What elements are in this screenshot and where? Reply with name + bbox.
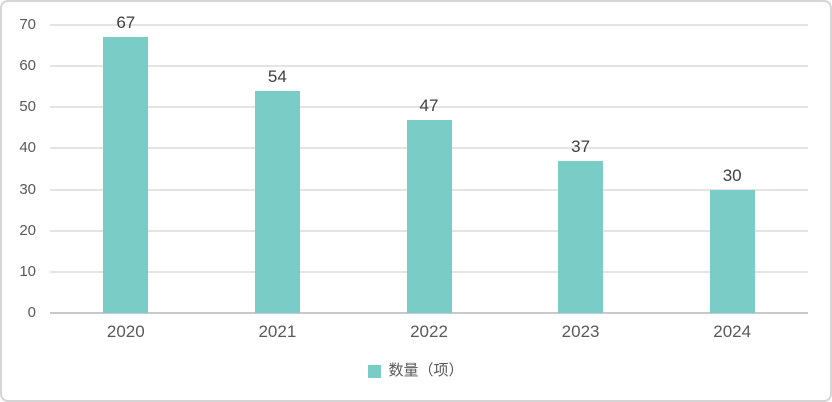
x-tick-label-2022: 2022 [410,322,448,341]
x-axis-labels: 2020 2021 2022 2023 2024 [50,315,808,347]
data-label-2021: 54 [267,66,287,86]
gridline-70 [50,24,808,26]
x-tick-label-2020: 2020 [106,322,145,341]
y-tick-label-10: 10 [19,262,36,280]
gridline-50 [50,106,808,109]
bar-2022 [406,119,452,313]
x-tick-label-2021: 2021 [258,322,297,341]
data-label-2020: 67 [116,13,136,33]
y-tick-label-40: 40 [19,139,36,157]
bar-2021 [254,90,300,313]
y-tick-label-60: 60 [19,57,36,75]
x-tick-label-2023: 2023 [561,322,600,341]
bar-2023 [558,160,604,313]
y-tick-label-20: 20 [19,221,36,239]
bar-2024 [709,189,755,313]
data-label-2023: 37 [571,136,591,156]
gridline-0 [50,312,808,314]
legend-marker-icon [368,364,382,378]
gridline-60 [50,65,808,68]
data-label-2022: 47 [419,95,439,115]
y-tick-label-0: 0 [27,304,36,321]
y-axis-labels: 0 10 20 30 40 50 60 70 [2,16,40,321]
data-label-2024: 30 [722,165,742,185]
legend-label: 数量（项） [388,362,464,379]
plot-area: 67 54 47 37 30 [50,13,808,314]
y-tick-label-50: 50 [19,98,36,116]
x-tick-label-2024: 2024 [713,322,752,341]
legend: 数量（项） [2,360,830,382]
y-tick-label-30: 30 [19,180,36,198]
y-tick-label-70: 70 [19,16,36,33]
bar-2020 [103,37,149,313]
